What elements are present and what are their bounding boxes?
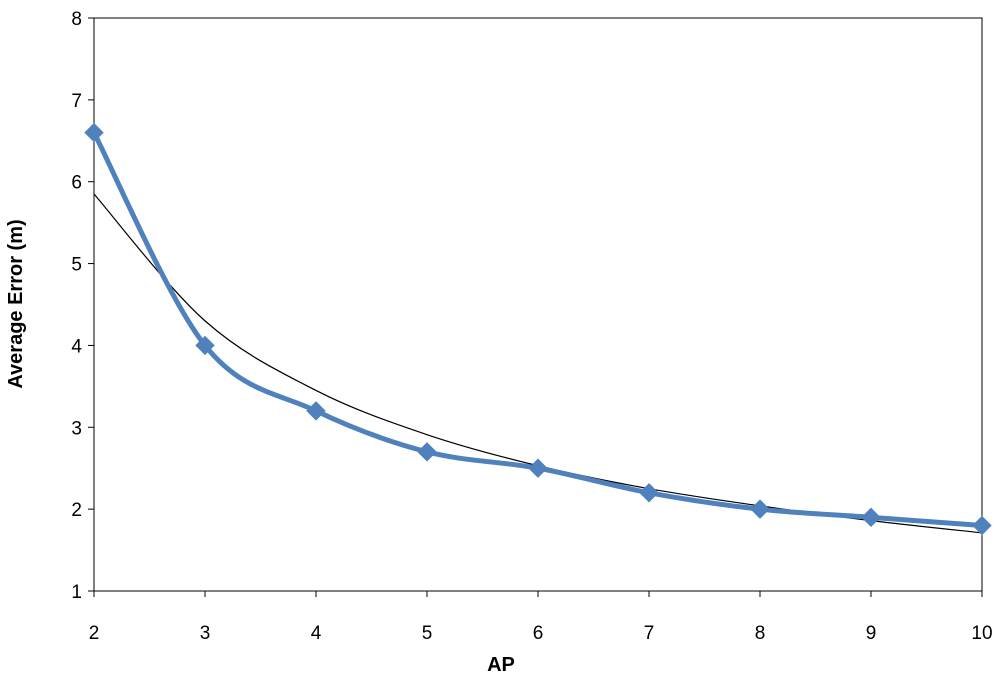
x-tick-label: 8	[755, 623, 766, 644]
series-layer	[84, 122, 992, 536]
data-point-marker	[639, 483, 659, 503]
data-point-marker	[417, 442, 437, 462]
x-tick-label: 9	[866, 623, 877, 644]
data-point-marker	[195, 335, 215, 356]
y-axis-ticks: 1 2 3 4 5 6 7 8	[71, 9, 94, 603]
x-tick-label: 4	[311, 623, 322, 644]
x-axis-title: AP	[487, 654, 515, 676]
data-point-marker	[750, 499, 770, 519]
x-tick-label: 3	[200, 623, 211, 644]
y-axis-title: Average Error (m)	[5, 219, 27, 388]
plot-area	[93, 17, 983, 592]
x-tick-label: 2	[89, 623, 100, 644]
x-tick-label: 7	[644, 623, 655, 644]
x-axis-ticks: 2 3 4 5 6 7 8 9 10	[89, 591, 993, 644]
y-tick-label: 5	[71, 255, 82, 276]
data-point-marker	[972, 515, 992, 536]
x-tick-label: 6	[533, 623, 544, 644]
data-point-marker	[306, 401, 326, 421]
data-point-marker	[528, 458, 548, 478]
y-tick-label: 3	[71, 418, 82, 439]
x-tick-label: 10	[971, 623, 992, 644]
x-tick-label: 5	[422, 623, 433, 644]
y-tick-label: 4	[71, 336, 82, 357]
y-tick-label: 7	[71, 91, 82, 112]
data-point-marker	[861, 507, 881, 528]
y-tick-label: 6	[71, 173, 82, 194]
y-tick-label: 2	[71, 500, 82, 521]
y-tick-label: 8	[71, 9, 82, 30]
y-tick-label: 1	[71, 582, 82, 603]
data-point-marker	[84, 122, 104, 143]
